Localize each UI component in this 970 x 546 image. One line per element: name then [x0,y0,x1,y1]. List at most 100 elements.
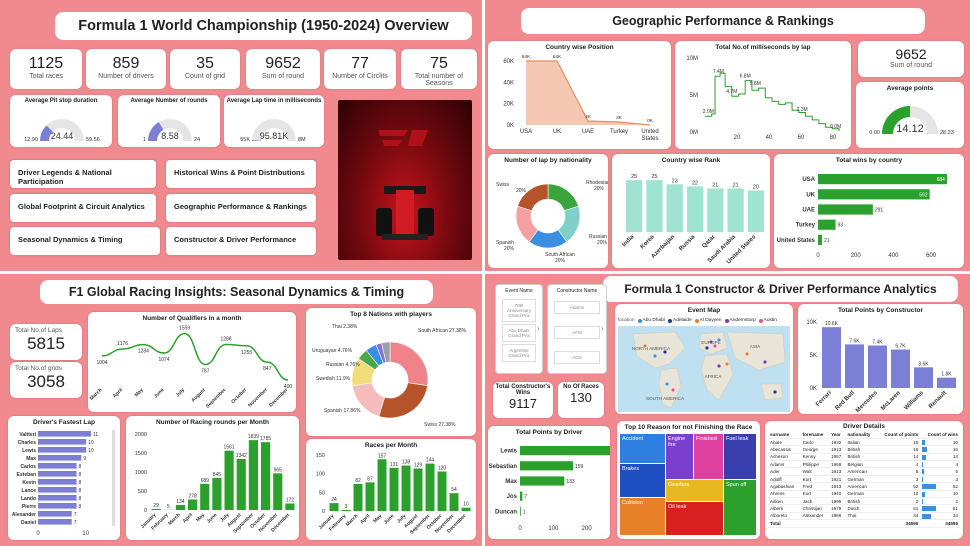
data-label: 10 [88,448,94,454]
treemap-cell[interactable]: Fuel leak [724,434,756,479]
treemap-cell[interactable]: Engine fire [666,434,693,479]
table-cell: 3 [876,475,921,484]
data-label: 1785 [260,436,271,442]
data-label: 21 [824,238,830,244]
wins-by-country-chart: Total wins by country USA 684 UK 592 UAE 291 T… [774,154,964,268]
region-label: ASIA [750,344,761,349]
slicer-item[interactable]: 70th Anniversary Grand Prix [502,299,536,322]
kpi-value: 9117 [509,396,537,411]
x-tick: June [153,387,166,400]
y-tick: 20K [503,102,514,108]
column-header[interactable]: Year [829,431,846,439]
gauge-max: 8M [298,137,306,143]
data-label: 0K [647,118,654,124]
rank-bar [666,184,683,232]
table-cell: German [845,490,877,499]
map-legend-item[interactable]: Austin [758,318,777,323]
cell-text: 10 [952,491,958,497]
slicer-item[interactable]: Abu Dhabi Grand Prix [502,324,536,342]
nav-button-2[interactable]: Global Footprint & Circuit Analytics [10,194,156,222]
slice-name: South African [545,252,575,258]
column-header[interactable]: forename [800,431,830,439]
table-row[interactable]: Adolff Kurt 1921 German 3 3 [768,475,960,484]
gauge-title: Average Pit stop duration [24,98,98,104]
column-header[interactable]: Count of wins [920,431,960,439]
table-row[interactable]: Agabashian Fred 1913 American 52 52 [768,482,960,491]
constructor-name-slicer[interactable]: Constructor Name Adams AFM AGS [547,284,607,374]
map-legend-item[interactable]: Adelaide [667,318,692,323]
map-legend-item[interactable]: Al Dayyen [694,318,722,323]
event-map[interactable]: Event Map location Abu Dhabi Adelaide Al D… [615,304,793,414]
treemap-cell[interactable]: Gearbox [666,480,723,501]
column-header[interactable]: nationality [845,431,877,439]
treemap-cell[interactable]: Brakes [620,464,665,497]
slicer-item[interactable]: AGS [554,351,600,364]
table-row[interactable]: Albers Christijan 1979 Dutch 51 51 [768,504,960,513]
f1-logo-icon [376,130,434,240]
data-label: 25 [631,174,637,180]
slicer-arrow-icon[interactable]: › [601,324,604,333]
map-legend-item[interactable]: Abu Dhabi [637,318,665,323]
world-map[interactable]: NORTH AMERICAEUROPEASIAAFRICASOUTH AMERI… [615,304,793,414]
table-row[interactable]: Abate Carlo 1932 Italian 10 10 [768,438,960,447]
data-label: 133 [566,479,575,485]
data-label: 1 [523,509,526,515]
table-cell: Adolff [768,475,801,484]
gauge-value: 95.81K [260,131,289,141]
slicer-item[interactable]: Adams [554,301,600,314]
slicer-arrow-icon[interactable]: › [537,324,540,333]
treemap-cell[interactable]: Accident [620,434,665,463]
treemap-cell[interactable]: Oil leak [666,502,723,535]
table-cell: British [845,453,877,462]
data-label: 134 [176,499,185,505]
table-row[interactable]: Ahrens Kurt 1940 German 10 10 [768,490,960,499]
event-name-slicer[interactable]: Event Name 70th Anniversary Grand Prix A… [495,284,543,374]
fastest-bar [38,439,87,445]
table-row[interactable]: Ader Walt 1913 American 5 5 [768,467,960,476]
table-row[interactable]: Abecassis George 1913 British 16 16 [768,445,960,454]
table-cell: 2 [920,497,960,506]
slicer-item[interactable]: AFM [554,326,600,339]
table-cell: 10 [876,438,921,447]
treemap-cell[interactable]: Spun off [724,480,756,535]
fastest-lap-chart: Driver's Fastest Lap Valtteri 11 Charles 10… [8,416,120,540]
nav-button-5[interactable]: Constructor & Driver Performance [166,227,316,255]
treemap-cell[interactable]: Finished [694,434,723,479]
x-tick-line2: States [641,136,658,142]
donut-slice [378,382,428,419]
event-dot [712,343,718,349]
treemap-cell[interactable]: Collision [620,498,665,535]
map-legend-item[interactable]: Andernstorp [724,318,756,323]
table-row[interactable]: Acheson Kenny 1957 British 14 14 [768,453,960,462]
nav-button-4[interactable]: Seasonal Dynamics & Timing [10,227,160,255]
x-tick: April [182,512,195,525]
legend-dot-icon [637,318,642,323]
month-bar [212,477,222,510]
x-tick: 60 [798,135,805,141]
y-tick: 150 [316,453,325,459]
slice-label: Swiss 27.38% [424,422,456,428]
table-cell: Italian [845,438,877,447]
table-cell: 1995 [829,497,846,506]
lap-milliseconds-chart: Total No.of milliseconds by lap 10M 5M 0M 2… [675,41,851,149]
constructor-bar [891,349,910,388]
table-row[interactable]: Alboreto Alexander 1986 Thai 34 34 [768,512,960,521]
data-label: 172 [286,497,295,503]
month-bar [377,459,387,511]
column-header[interactable]: surname [768,431,801,439]
nav-button-3[interactable]: Geographic Performance & Rankings [166,194,316,222]
event-map-title: Event Map [687,307,721,314]
column-header[interactable]: Count of points [876,431,921,439]
table-cell: American [845,467,877,476]
month-bar [248,440,258,510]
land [726,331,786,371]
nav-button-0[interactable]: Driver Legends & National Participation [10,160,156,188]
data-label: 29 [153,503,159,509]
slicer-item[interactable]: Argentine Grand Prix [502,344,536,362]
table-row[interactable]: Aitken Jack 1995 British 2 2 [768,497,960,506]
table-row[interactable]: Adams Philippe 1969 Belgian 4 4 [768,460,960,469]
laps-by-nationality-chart: Number of lap by nationality Rhodesian 20… [488,154,610,268]
x-tick: 0 [816,253,820,259]
nav-button-1[interactable]: Historical Wins & Point Distributions [166,160,316,188]
legend-dot-icon [724,318,729,323]
